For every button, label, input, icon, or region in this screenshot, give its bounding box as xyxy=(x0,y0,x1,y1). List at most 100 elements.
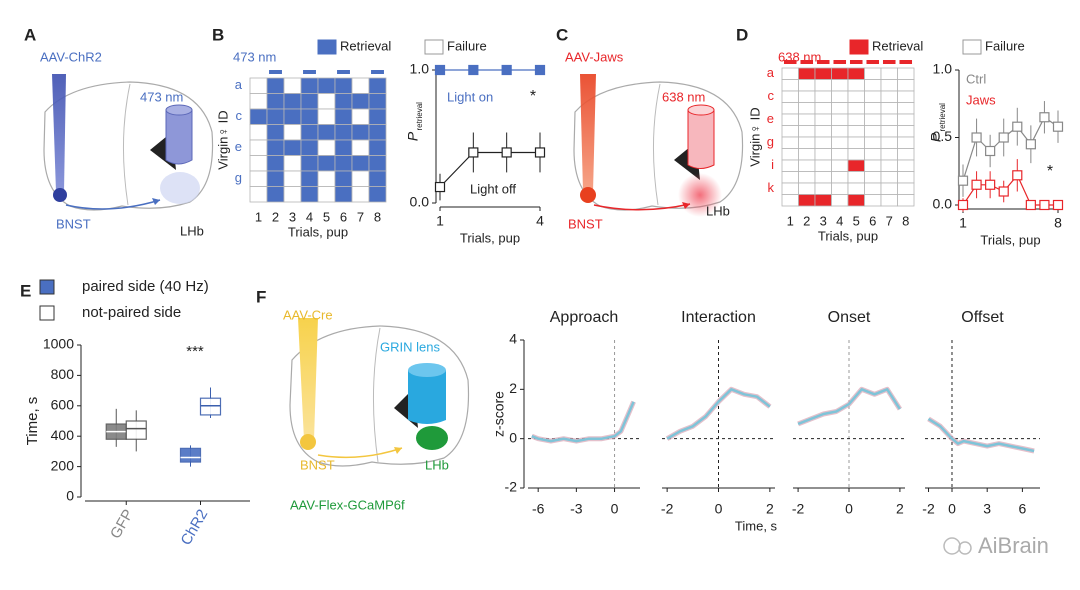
region-label: LHb xyxy=(180,223,204,238)
x-axis-label: Trials, pup xyxy=(980,232,1040,247)
grid-cell xyxy=(283,155,302,172)
panel-letter: C xyxy=(556,25,568,44)
grid-cell xyxy=(847,194,865,207)
grid-cell xyxy=(880,125,898,138)
grid-cell xyxy=(798,113,816,126)
grid-cell xyxy=(249,155,268,172)
y-tick-label: 0.0 xyxy=(933,196,953,212)
marker xyxy=(434,181,446,193)
legend-label: Retrieval xyxy=(872,38,923,53)
y-tick-label: 0.5 xyxy=(933,128,953,144)
y-tick-label: 0.0 xyxy=(410,194,430,210)
grid-cell xyxy=(368,108,387,125)
column-label: 1 xyxy=(787,213,794,228)
panel-title: Interaction xyxy=(681,309,756,326)
brain-diagram xyxy=(289,318,470,467)
grid-cell xyxy=(266,124,285,141)
grid-cell xyxy=(831,194,849,207)
grid-cell xyxy=(283,186,302,203)
grid-cell xyxy=(300,77,319,94)
x-axis-label: Trials, pup xyxy=(818,228,878,243)
row-label: e xyxy=(235,139,242,154)
legend-swatch xyxy=(849,39,869,55)
grid-cell xyxy=(781,159,799,172)
grid-cell xyxy=(864,136,882,149)
grid-cell xyxy=(368,139,387,156)
y-axis-label: Time, s xyxy=(24,397,41,446)
grid-cell xyxy=(334,186,353,203)
grid-cell xyxy=(847,125,865,138)
grid-cell xyxy=(334,139,353,156)
annotation: * xyxy=(530,88,536,105)
panel-title: Approach xyxy=(550,309,619,326)
grid-cell xyxy=(897,171,915,184)
watermark-icon xyxy=(958,541,972,555)
row-label: g xyxy=(235,170,242,185)
grid-cell xyxy=(351,124,370,141)
y-axis-label-sub: retrieval xyxy=(938,103,947,132)
grid-cell xyxy=(368,93,387,110)
legend-label: paired side (40 Hz) xyxy=(82,278,209,295)
column-label: 8 xyxy=(374,209,381,224)
column-label: 8 xyxy=(902,213,909,228)
grid-cell xyxy=(831,148,849,161)
trace-line xyxy=(927,417,1035,453)
grid-cell xyxy=(798,182,816,195)
light-on-bar xyxy=(833,60,847,64)
grid-cell xyxy=(814,113,832,126)
x-tick-label: 1 xyxy=(436,213,444,229)
light-on-bar xyxy=(882,60,896,64)
x-tick-label: 0 xyxy=(948,501,956,517)
grid-cell xyxy=(368,124,387,141)
grid-cell xyxy=(249,108,268,125)
grid-cell xyxy=(864,90,882,103)
marker xyxy=(1039,112,1050,123)
legend-label: Retrieval xyxy=(340,38,391,53)
grid-cell xyxy=(266,186,285,203)
marker xyxy=(534,147,546,158)
grid-cell xyxy=(334,108,353,125)
grid-cell xyxy=(266,108,285,125)
panel-letter: A xyxy=(24,25,36,44)
column-label: 1 xyxy=(255,209,262,224)
grid-cell xyxy=(847,182,865,195)
marker xyxy=(971,179,982,190)
grid-cell xyxy=(897,182,915,195)
grid-cell xyxy=(847,67,865,80)
grid-cell xyxy=(847,79,865,92)
box xyxy=(125,420,147,440)
grid-cell xyxy=(864,194,882,207)
column-label: 6 xyxy=(869,213,876,228)
legend-label: Jaws xyxy=(966,92,996,107)
column-label: 4 xyxy=(836,213,843,228)
grid-cell xyxy=(283,77,302,94)
legend-swatch xyxy=(39,305,55,321)
grid-cell xyxy=(831,182,849,195)
grid-cell xyxy=(781,67,799,80)
grid-cell xyxy=(864,102,882,115)
marker xyxy=(1012,170,1023,181)
grid-cell xyxy=(249,77,268,94)
grid-cell xyxy=(300,93,319,110)
legend-label: Ctrl xyxy=(966,71,986,86)
grid-cell xyxy=(814,171,832,184)
grid-cell xyxy=(368,77,387,94)
brain-diagram xyxy=(43,74,214,211)
y-tick-label: 4 xyxy=(509,331,517,347)
grid-cell xyxy=(283,170,302,187)
grid-cell xyxy=(334,124,353,141)
grid-cell xyxy=(880,171,898,184)
marker xyxy=(1039,199,1050,211)
grid-cell xyxy=(814,159,832,172)
series-line xyxy=(439,151,540,188)
grid-cell xyxy=(300,108,319,125)
grid-cell xyxy=(351,139,370,156)
marker xyxy=(1012,121,1023,132)
grid-cell xyxy=(249,170,268,187)
virus-label: AAV-ChR2 xyxy=(40,49,102,64)
annotation: * xyxy=(1047,163,1053,180)
grid-cell xyxy=(317,155,336,172)
x-tick-label: 6 xyxy=(1018,501,1026,517)
